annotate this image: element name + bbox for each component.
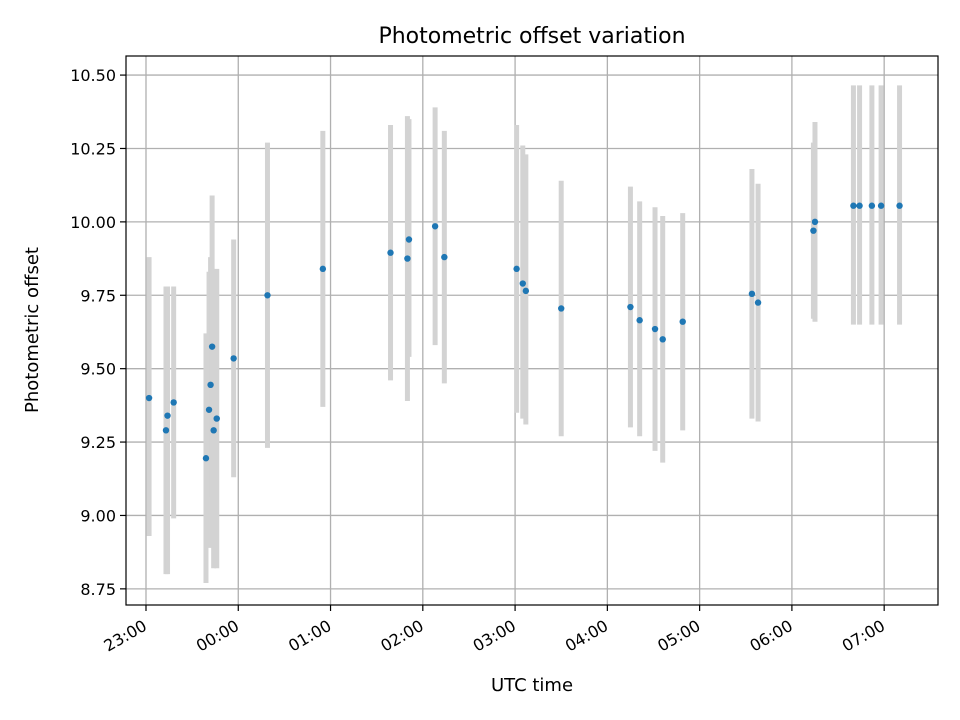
data-point — [145, 394, 153, 402]
x-axis-label: UTC time — [491, 675, 573, 696]
data-point — [404, 255, 411, 262]
data-point — [205, 406, 213, 413]
data-point — [811, 218, 819, 226]
data-point — [170, 399, 177, 406]
data-point — [558, 305, 565, 312]
y-tick-label: 10.25 — [70, 139, 116, 158]
y-tick-label: 9.50 — [80, 360, 116, 379]
data-point — [856, 202, 863, 209]
data-point — [387, 249, 394, 256]
data-point — [868, 202, 876, 209]
data-point — [519, 280, 526, 287]
data-point — [651, 325, 659, 333]
data-point — [207, 381, 214, 389]
data-point — [431, 223, 439, 230]
data-point — [810, 227, 817, 234]
data-point — [513, 265, 520, 273]
data-point — [264, 292, 271, 299]
data-point — [210, 427, 217, 434]
data-point — [202, 455, 210, 462]
data-point — [164, 412, 171, 419]
data-point — [748, 290, 756, 298]
data-point — [208, 343, 216, 350]
data-point — [162, 427, 170, 434]
data-point — [405, 236, 413, 243]
data-point — [896, 202, 903, 209]
y-tick-label: 9.75 — [80, 286, 116, 305]
y-tick-label: 9.00 — [80, 506, 116, 525]
y-axis-label: Photometric offset — [22, 247, 43, 413]
chart-title: Photometric offset variation — [378, 24, 685, 49]
plot-frame — [125, 55, 939, 606]
data-point — [230, 355, 237, 362]
y-tick-label: 9.25 — [80, 433, 116, 452]
data-point — [754, 299, 762, 306]
data-point — [679, 318, 686, 325]
data-point — [319, 265, 327, 273]
plot-area — [126, 56, 938, 605]
data-point — [877, 202, 885, 209]
y-tick-label: 10.00 — [70, 213, 116, 232]
data-point — [441, 253, 448, 261]
data-point — [522, 287, 530, 295]
data-point — [850, 202, 857, 209]
data-point — [659, 336, 666, 343]
data-point — [636, 317, 643, 324]
data-point — [213, 415, 220, 422]
data-point — [627, 303, 634, 311]
data-points — [145, 202, 903, 462]
y-tick-label: 8.75 — [80, 580, 116, 599]
y-tick-label: 10.50 — [70, 66, 116, 85]
